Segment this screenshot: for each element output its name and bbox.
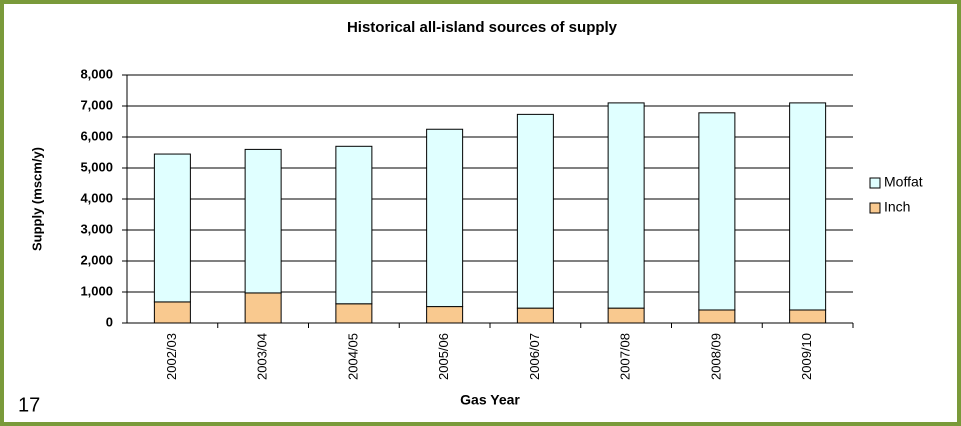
bar-segment [607,307,645,324]
bar-segment [607,102,645,309]
x-tick-label: 2002/03 [164,333,179,380]
x-tick-label: 2007/08 [618,333,633,380]
bar-segment [698,112,736,311]
y-tick-label: 0 [106,314,113,329]
y-tick-label: 8,000 [80,66,113,81]
chart-title: Historical all-island sources of supply [347,19,618,36]
bar-segment [789,102,827,311]
x-tick-label: 2004/05 [345,333,360,380]
bar-segment [153,153,191,303]
bar-segment [789,309,827,324]
bar-segment [516,307,554,324]
bar-segment [244,292,282,324]
y-tick-label: 7,000 [80,97,113,112]
bar-segment [698,309,736,324]
bar-segment [153,301,191,324]
bar-segment [516,113,554,309]
x-tick-label: 2003/04 [255,333,270,380]
y-tick-label: 4,000 [80,190,113,205]
bar-segment [244,148,282,294]
legend-swatch [869,202,881,214]
x-tick-label: 2005/06 [436,333,451,380]
bar-segment [426,306,464,324]
x-tick-label: 2008/09 [708,333,723,380]
y-tick-label: 3,000 [80,221,113,236]
y-tick-label: 1,000 [80,283,113,298]
y-axis-label: Supply (mscm/y) [29,147,44,251]
bar-segment [335,303,373,324]
page-number: 17 [18,394,40,416]
bar-segment [335,145,373,305]
y-tick-label: 6,000 [80,128,113,143]
x-axis-label: Gas Year [460,392,520,408]
legend-label: Moffat [884,174,923,190]
legend-swatch [869,177,881,189]
y-tick-label: 2,000 [80,252,113,267]
x-tick-label: 2006/07 [527,333,542,380]
bar-segment [426,128,464,308]
x-tick-label: 2009/10 [799,333,814,380]
legend-label: Inch [884,199,910,215]
y-tick-label: 5,000 [80,159,113,174]
